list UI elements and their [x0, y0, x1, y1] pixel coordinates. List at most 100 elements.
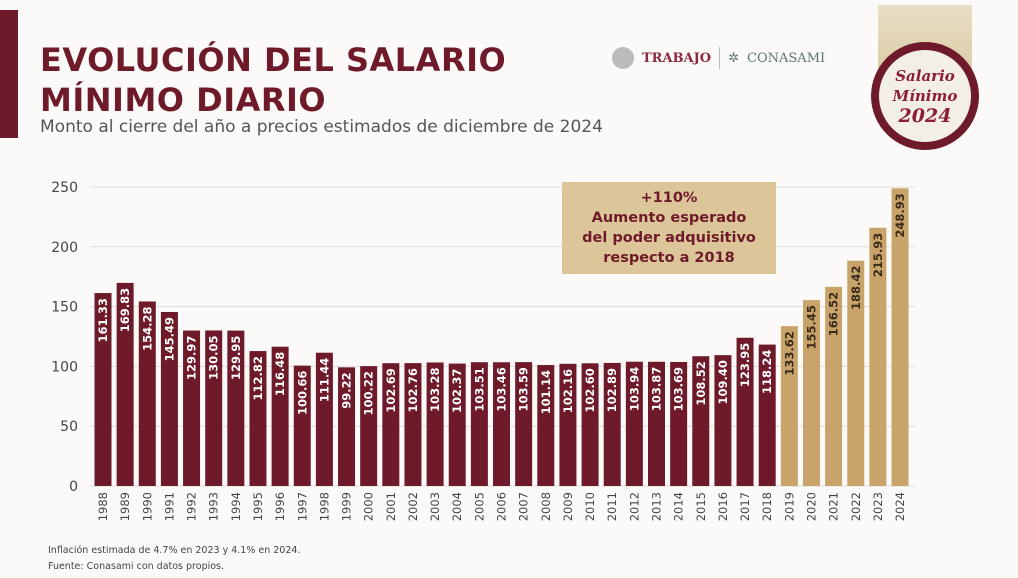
callout-text-1: Aumento esperado	[591, 210, 747, 226]
bar	[404, 363, 422, 486]
y-tick-label: 100	[51, 359, 78, 375]
data-label: 188.42	[849, 266, 863, 310]
accent-bar	[0, 10, 18, 138]
bar	[426, 362, 444, 486]
x-tick-label: 2012	[627, 492, 641, 521]
bar	[869, 227, 887, 486]
x-tick-label: 2016	[716, 492, 730, 521]
x-tick-label: 2017	[738, 492, 752, 521]
x-tick-label: 1988	[96, 492, 110, 521]
x-tick-label: 2024	[893, 492, 907, 521]
x-tick-label: 1998	[317, 492, 331, 521]
x-tick-label: 2003	[428, 492, 442, 521]
y-tick-label: 200	[51, 240, 78, 256]
data-label: 111.44	[317, 358, 331, 402]
y-tick-label: 250	[51, 180, 78, 196]
bar	[293, 365, 311, 486]
data-label: 161.33	[96, 298, 110, 342]
bar	[183, 330, 201, 486]
bar	[825, 286, 843, 486]
bar	[692, 356, 710, 486]
data-label: 101.14	[539, 370, 553, 414]
x-tick-label: 1999	[340, 492, 354, 521]
data-label: 118.24	[760, 350, 774, 394]
x-tick-label: 2018	[760, 492, 774, 521]
x-tick-label: 1996	[273, 492, 287, 521]
x-tick-label: 2019	[782, 492, 796, 521]
x-tick-label: 2006	[495, 492, 509, 521]
data-label: 129.95	[229, 336, 243, 380]
data-label: 130.05	[207, 335, 221, 379]
data-label: 155.45	[804, 305, 818, 349]
callout-text-3: respecto a 2018	[603, 250, 735, 266]
x-tick-label: 2002	[406, 492, 420, 521]
bar	[116, 282, 134, 486]
x-tick-label: 2001	[384, 492, 398, 521]
data-label: 123.95	[738, 343, 752, 387]
data-label: 102.16	[561, 369, 575, 413]
bar	[94, 293, 112, 486]
x-tick-label: 2013	[650, 492, 664, 521]
bar	[493, 362, 511, 486]
x-tick-label: 1989	[118, 492, 132, 521]
bar	[227, 330, 245, 486]
bar	[448, 363, 466, 486]
data-label: 102.37	[450, 369, 464, 413]
data-label: 109.40	[716, 360, 730, 404]
data-label: 100.66	[295, 371, 309, 415]
bar	[780, 326, 798, 486]
bar	[382, 363, 400, 486]
callout-percent: +110%	[640, 190, 698, 206]
x-tick-label: 1993	[207, 492, 221, 521]
bar	[714, 355, 732, 486]
y-tick-label: 150	[51, 300, 78, 316]
data-label: 103.28	[428, 367, 442, 411]
x-tick-label: 2023	[871, 492, 885, 521]
bar	[758, 344, 776, 486]
salario-minimo-badge: Salario Mínimo 2024	[871, 42, 979, 150]
bar	[338, 367, 356, 486]
y-tick-label: 50	[60, 419, 78, 435]
bar	[559, 363, 577, 486]
badge-text-1: Salario	[895, 67, 955, 85]
x-tick-label: 1997	[295, 492, 309, 521]
data-label: 129.97	[185, 336, 199, 380]
title-line-2: MÍNIMO DIARIO	[40, 81, 327, 119]
mexico-seal-icon	[612, 47, 634, 69]
x-tick-label: 2020	[804, 492, 818, 521]
x-tick-label: 2000	[362, 492, 376, 521]
bar	[648, 361, 665, 486]
x-tick-label: 1992	[185, 492, 199, 521]
bar	[670, 361, 688, 486]
data-label: 102.89	[605, 368, 619, 412]
data-label: 103.46	[495, 367, 509, 411]
data-label: 100.22	[362, 371, 376, 415]
conasami-icon: ✲	[728, 50, 740, 66]
data-label: 145.49	[162, 317, 176, 361]
bar	[315, 352, 333, 486]
bar	[205, 330, 223, 486]
bar	[581, 363, 599, 486]
bar	[138, 301, 156, 486]
data-label: 103.51	[472, 367, 486, 411]
conasami-logo: CONASAMI	[747, 50, 826, 66]
x-tick-label: 2011	[605, 492, 619, 521]
callout-box: +110% Aumento esperado del poder adquisi…	[562, 182, 776, 274]
logos: TRABAJO ✲ CONASAMI	[612, 47, 825, 69]
data-label: 103.87	[650, 367, 664, 411]
bar	[249, 351, 267, 486]
x-tick-label: 2008	[539, 492, 553, 521]
data-label: 248.93	[893, 193, 907, 237]
footnote-source: Fuente: Conasami con datos propios.	[48, 561, 225, 572]
x-tick-label: 2022	[849, 492, 863, 521]
bar	[603, 362, 621, 486]
badge-text-3: 2024	[898, 105, 952, 127]
bar	[160, 311, 178, 486]
bar	[802, 300, 820, 486]
y-tick-label: 0	[69, 479, 78, 495]
data-label: 133.62	[782, 331, 796, 375]
x-tick-label: 2021	[827, 492, 841, 521]
x-tick-label: 2015	[694, 492, 708, 521]
bar	[271, 346, 289, 486]
